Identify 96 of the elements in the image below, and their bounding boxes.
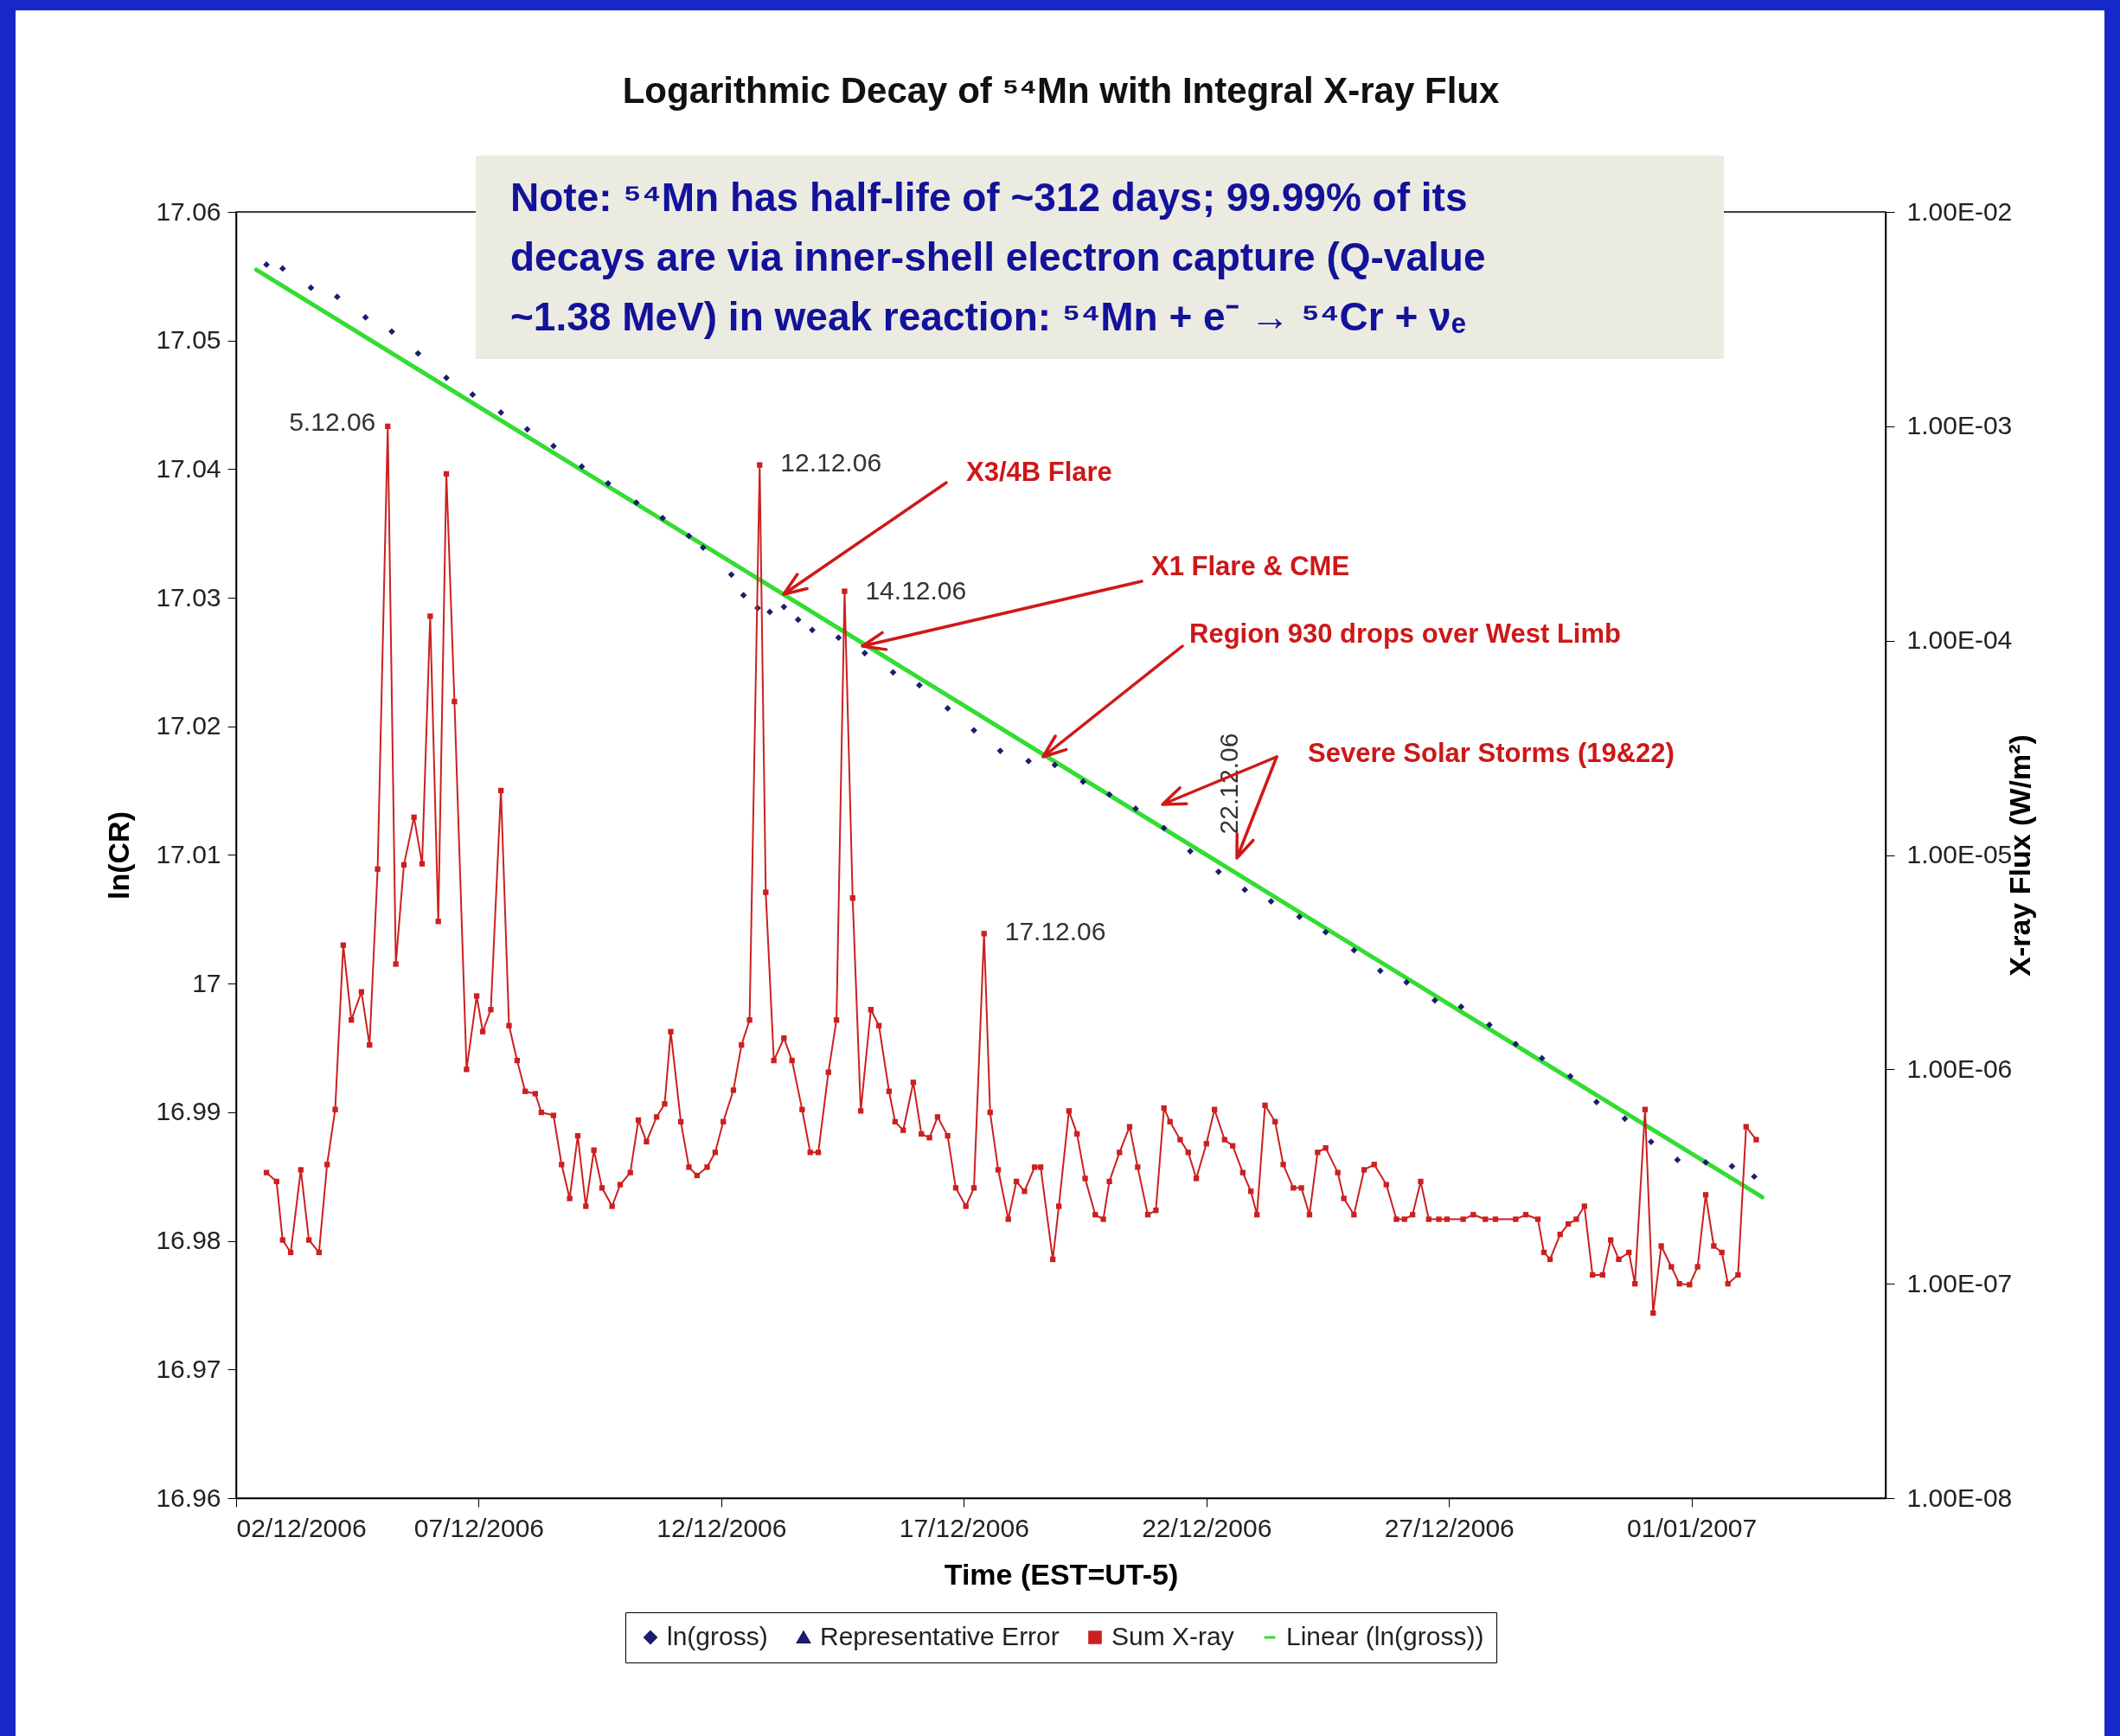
point bbox=[1214, 868, 1222, 875]
point bbox=[1728, 1163, 1736, 1170]
point bbox=[362, 314, 369, 321]
chart-title: Logarithmic Decay of ⁵⁴Mn with Integral X-ray Flux bbox=[622, 70, 1500, 111]
point bbox=[685, 532, 693, 540]
y-tick-label: 16.99 bbox=[156, 1097, 221, 1126]
legend-label: Sum X-ray bbox=[1111, 1622, 1234, 1650]
point bbox=[659, 515, 666, 522]
point bbox=[469, 391, 477, 399]
point bbox=[1322, 928, 1329, 936]
point bbox=[1751, 1173, 1758, 1181]
point bbox=[1566, 1073, 1574, 1080]
x-tick-label: 07/12/2006 bbox=[413, 1513, 545, 1542]
point bbox=[632, 499, 640, 506]
point bbox=[1296, 913, 1303, 920]
y2-tick-label: 1.00E-05 bbox=[1906, 840, 2013, 868]
point bbox=[333, 293, 341, 301]
point bbox=[1105, 791, 1113, 798]
y-tick-label: 17.06 bbox=[156, 196, 221, 226]
y-tick-label: 17 bbox=[192, 968, 221, 997]
point bbox=[996, 747, 1004, 754]
x-tick-label: 22/12/2006 bbox=[1142, 1513, 1272, 1542]
point bbox=[699, 544, 707, 551]
y2-tick-label: 1.00E-02 bbox=[1906, 196, 2013, 226]
point bbox=[388, 328, 395, 336]
point bbox=[1267, 898, 1275, 905]
annotation: Region 930 drops over West Limb bbox=[1189, 618, 1621, 649]
point bbox=[605, 479, 612, 487]
point bbox=[1621, 1115, 1629, 1123]
point bbox=[1486, 1021, 1493, 1028]
point bbox=[794, 616, 802, 624]
legend-label: Representative Error bbox=[820, 1622, 1060, 1650]
point bbox=[1403, 978, 1410, 986]
y2-tick-label: 1.00E-03 bbox=[1906, 411, 2013, 440]
legend-label: ln(gross) bbox=[667, 1622, 768, 1650]
annotation: 5.12.06 bbox=[289, 407, 376, 436]
point bbox=[766, 608, 773, 616]
y-tick-label: 16.97 bbox=[156, 1354, 221, 1383]
point bbox=[1512, 1041, 1520, 1047]
point bbox=[727, 571, 735, 579]
y-tick-label: 17.04 bbox=[156, 453, 221, 483]
point bbox=[1160, 824, 1168, 832]
y-tick-label: 16.96 bbox=[156, 1483, 221, 1512]
point bbox=[970, 727, 977, 734]
legend-label: Linear (ln(gross)) bbox=[1286, 1622, 1484, 1650]
annotation: 12.12.06 bbox=[780, 448, 882, 477]
y2-tick-label: 1.00E-06 bbox=[1906, 1054, 2013, 1083]
point bbox=[780, 603, 788, 611]
annotation: 22.12.06 bbox=[1214, 733, 1243, 835]
point bbox=[1350, 946, 1358, 954]
point bbox=[1079, 778, 1087, 785]
point bbox=[578, 463, 586, 471]
x-tick-label: 02/12/2006 bbox=[236, 1513, 367, 1542]
point bbox=[1241, 886, 1249, 894]
x-tick-label: 17/12/2006 bbox=[899, 1513, 1029, 1542]
y-tick-label: 17.02 bbox=[156, 711, 221, 740]
point bbox=[1431, 996, 1438, 1004]
point bbox=[835, 634, 842, 642]
point bbox=[1648, 1138, 1655, 1145]
annotation: 14.12.06 bbox=[865, 575, 967, 605]
point bbox=[1538, 1054, 1546, 1062]
point bbox=[889, 669, 897, 676]
point bbox=[307, 284, 315, 291]
annotation: X3/4B Flare bbox=[966, 457, 1112, 487]
annotation: X1 Flare & CME bbox=[1151, 551, 1350, 581]
y-axis-title: ln(CR) bbox=[102, 811, 136, 900]
point bbox=[916, 682, 923, 689]
point bbox=[443, 374, 450, 381]
point bbox=[523, 426, 531, 433]
y-tick-label: 17.05 bbox=[156, 325, 221, 355]
point bbox=[1025, 758, 1032, 765]
point bbox=[1674, 1156, 1681, 1163]
note-box: Note: ⁵⁴Mn has half-life of ~312 days; 99.99% of its decays are via inner-shell electron capture (Q-value ~1.38 MeV) in weak reaction: ⁵⁴Mn + e⁻ → ⁵⁴Cr + νₑ bbox=[476, 156, 1724, 359]
x-tick-label: 12/12/2006 bbox=[656, 1513, 787, 1542]
point bbox=[861, 650, 868, 657]
point bbox=[809, 626, 816, 634]
point bbox=[944, 705, 951, 712]
point bbox=[279, 265, 286, 272]
point bbox=[1457, 1003, 1465, 1010]
y-tick-label: 17.01 bbox=[156, 840, 221, 868]
x-axis-title: Time (EST=UT-5) bbox=[944, 1557, 1179, 1591]
y2-tick-label: 1.00E-08 bbox=[1906, 1483, 2013, 1512]
x-tick-label: 27/12/2006 bbox=[1384, 1513, 1515, 1542]
point bbox=[1592, 1099, 1600, 1105]
annotation: 17.12.06 bbox=[1004, 916, 1106, 945]
point bbox=[497, 409, 505, 416]
x-tick-label: 01/01/2007 bbox=[1627, 1513, 1758, 1542]
y2-tick-label: 1.00E-04 bbox=[1906, 625, 2013, 655]
point bbox=[414, 349, 422, 357]
point bbox=[1376, 967, 1384, 975]
y-tick-label: 16.98 bbox=[156, 1226, 221, 1255]
y-tick-label: 17.03 bbox=[156, 582, 221, 612]
point bbox=[550, 442, 557, 450]
point bbox=[740, 592, 747, 599]
annotation: Severe Solar Storms (19&22) bbox=[1308, 738, 1675, 768]
y2-tick-label: 1.00E-07 bbox=[1906, 1268, 2013, 1297]
